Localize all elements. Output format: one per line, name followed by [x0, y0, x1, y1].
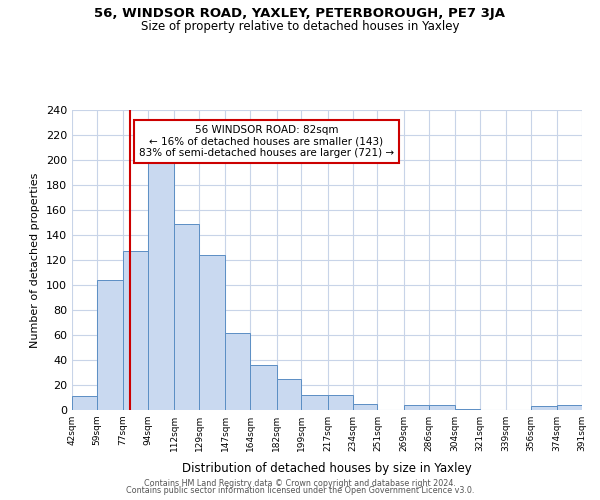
Bar — [531, 406, 557, 410]
Bar — [199, 255, 226, 410]
Bar — [250, 365, 277, 410]
Bar — [301, 395, 328, 410]
Bar — [174, 224, 199, 410]
Bar — [404, 405, 428, 410]
Text: Contains public sector information licensed under the Open Government Licence v3: Contains public sector information licen… — [126, 486, 474, 495]
Bar — [428, 405, 455, 410]
Bar — [557, 405, 582, 410]
Text: 56 WINDSOR ROAD: 82sqm
← 16% of detached houses are smaller (143)
83% of semi-de: 56 WINDSOR ROAD: 82sqm ← 16% of detached… — [139, 125, 394, 158]
Text: 56, WINDSOR ROAD, YAXLEY, PETERBOROUGH, PE7 3JA: 56, WINDSOR ROAD, YAXLEY, PETERBOROUGH, … — [95, 8, 505, 20]
Text: Contains HM Land Registry data © Crown copyright and database right 2024.: Contains HM Land Registry data © Crown c… — [144, 478, 456, 488]
Bar — [328, 395, 353, 410]
Bar — [72, 396, 97, 410]
Bar — [277, 379, 301, 410]
Bar — [148, 161, 174, 410]
Bar — [123, 251, 148, 410]
X-axis label: Distribution of detached houses by size in Yaxley: Distribution of detached houses by size … — [182, 462, 472, 475]
Bar — [226, 332, 250, 410]
Y-axis label: Number of detached properties: Number of detached properties — [31, 172, 40, 348]
Bar — [353, 404, 377, 410]
Bar — [455, 409, 480, 410]
Text: Size of property relative to detached houses in Yaxley: Size of property relative to detached ho… — [141, 20, 459, 33]
Bar — [97, 280, 123, 410]
